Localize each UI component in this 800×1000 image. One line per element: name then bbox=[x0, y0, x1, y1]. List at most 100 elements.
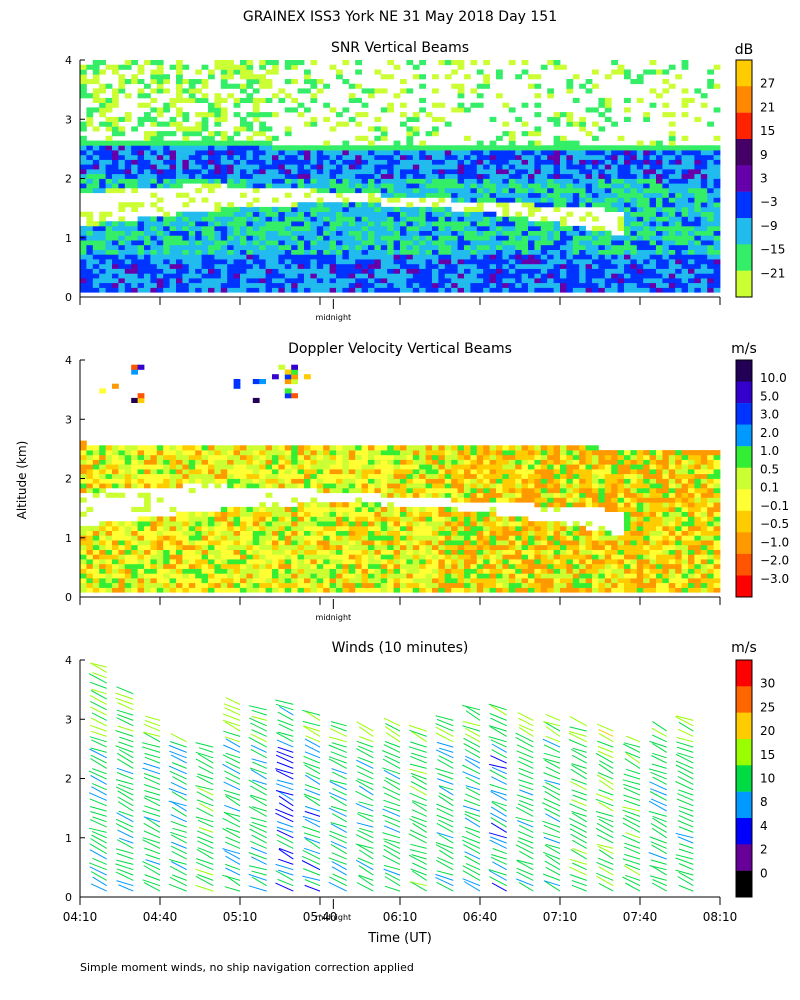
snr-cell bbox=[86, 164, 94, 170]
snr-cell bbox=[86, 278, 94, 284]
snr-cell bbox=[265, 263, 273, 269]
snr-cell bbox=[707, 164, 714, 170]
snr-cell bbox=[169, 116, 177, 122]
snr-cell bbox=[368, 230, 375, 236]
doppler-cell bbox=[412, 459, 420, 465]
snr-cell bbox=[176, 121, 183, 127]
snr-cell bbox=[278, 178, 286, 184]
snr-cell bbox=[163, 159, 170, 165]
snr-cell bbox=[265, 244, 273, 250]
snr-cell bbox=[419, 263, 426, 269]
snr-cell bbox=[124, 164, 132, 170]
snr-cell bbox=[208, 169, 215, 175]
snr-cell bbox=[444, 244, 452, 250]
snr-cell bbox=[169, 173, 177, 179]
snr-cell bbox=[464, 192, 471, 198]
snr-cell bbox=[80, 287, 87, 293]
snr-cell bbox=[246, 235, 254, 241]
snr-cell bbox=[233, 287, 241, 293]
snr-cell bbox=[476, 282, 484, 288]
snr-cell bbox=[681, 273, 689, 279]
doppler-cell bbox=[355, 506, 362, 512]
snr-cell bbox=[444, 183, 452, 189]
doppler-cell bbox=[182, 549, 190, 555]
snr-cell bbox=[150, 230, 158, 236]
snr-cell bbox=[412, 116, 420, 122]
snr-cell bbox=[662, 278, 670, 284]
snr-cell bbox=[208, 159, 215, 165]
doppler-cell bbox=[144, 516, 151, 522]
doppler-cell bbox=[163, 549, 170, 555]
snr-cell bbox=[694, 173, 702, 179]
snr-cell bbox=[540, 268, 548, 274]
snr-cell bbox=[86, 183, 94, 189]
snr-cell bbox=[579, 240, 586, 246]
doppler-cell bbox=[355, 497, 362, 503]
snr-cell bbox=[387, 74, 394, 80]
snr-cell bbox=[649, 273, 657, 279]
doppler-cell bbox=[336, 445, 343, 451]
doppler-cell bbox=[201, 530, 209, 536]
snr-cell bbox=[240, 126, 247, 132]
snr-cell bbox=[131, 206, 138, 212]
doppler-cell bbox=[227, 573, 234, 579]
snr-cell bbox=[188, 263, 196, 269]
doppler-cell bbox=[374, 535, 382, 541]
doppler-cell bbox=[92, 563, 100, 569]
snr-cell bbox=[662, 178, 670, 184]
doppler-cell bbox=[201, 540, 209, 546]
snr-cell bbox=[649, 206, 657, 212]
snr-cell bbox=[438, 183, 446, 189]
snr-cell bbox=[419, 60, 426, 66]
snr-cell bbox=[195, 131, 202, 137]
snr-cell bbox=[278, 154, 286, 160]
snr-cell bbox=[624, 211, 631, 217]
snr-cell bbox=[144, 112, 151, 118]
doppler-cell bbox=[240, 544, 247, 550]
snr-cell bbox=[681, 221, 689, 227]
snr-cell bbox=[662, 221, 670, 227]
snr-cell bbox=[272, 150, 279, 156]
snr-cell bbox=[220, 135, 228, 141]
snr-cell bbox=[451, 188, 458, 194]
snr-cell bbox=[528, 225, 535, 231]
snr-cell bbox=[643, 216, 650, 222]
snr-cell bbox=[470, 278, 478, 284]
snr-cell bbox=[323, 211, 330, 217]
doppler-cell bbox=[214, 573, 222, 579]
snr-cell bbox=[169, 121, 177, 127]
snr-cell bbox=[176, 254, 183, 260]
doppler-cell bbox=[393, 540, 401, 546]
snr-cell bbox=[700, 244, 708, 250]
doppler-cell bbox=[316, 478, 324, 484]
snr-cell bbox=[649, 249, 657, 255]
doppler-cell bbox=[208, 516, 215, 522]
snr-cell bbox=[380, 268, 388, 274]
doppler-cell bbox=[412, 483, 420, 489]
doppler-cell bbox=[188, 535, 196, 541]
snr-cell bbox=[368, 225, 375, 231]
doppler-cell bbox=[278, 511, 286, 517]
snr-cell bbox=[707, 183, 714, 189]
snr-cell bbox=[214, 244, 222, 250]
snr-cell bbox=[272, 244, 279, 250]
snr-cell bbox=[617, 173, 625, 179]
snr-cell bbox=[240, 282, 247, 288]
doppler-cell bbox=[240, 582, 247, 588]
snr-cell bbox=[566, 178, 574, 184]
snr-cell bbox=[636, 263, 644, 269]
snr-cell bbox=[540, 249, 548, 255]
snr-cell bbox=[515, 159, 522, 165]
snr-cell bbox=[214, 287, 222, 293]
snr-cell bbox=[502, 230, 510, 236]
doppler-cell bbox=[252, 379, 260, 385]
snr-cell bbox=[176, 230, 183, 236]
doppler-cell bbox=[201, 587, 209, 593]
snr-cell bbox=[444, 74, 452, 80]
snr-cell bbox=[457, 102, 465, 108]
doppler-cell bbox=[342, 563, 350, 569]
doppler-cell bbox=[304, 502, 311, 508]
doppler-cell bbox=[246, 506, 254, 512]
snr-cell bbox=[86, 140, 94, 146]
snr-cell bbox=[700, 206, 708, 212]
